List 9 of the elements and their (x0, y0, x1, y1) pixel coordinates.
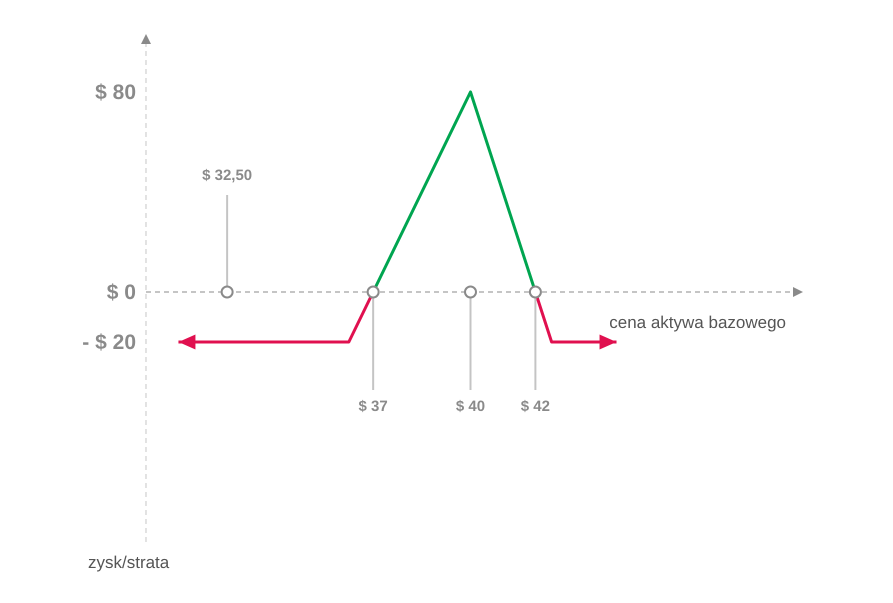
x-tick-label: $ 37 (358, 398, 388, 414)
x-axis-title: cena aktywa bazowego (609, 312, 786, 332)
y-tick-label: - $ 20 (82, 330, 136, 354)
y-tick-label: $ 0 (106, 280, 136, 304)
x-tick-label: $ 40 (456, 398, 486, 414)
y-tick-label: $ 80 (95, 80, 136, 104)
x-tick-label: $ 42 (520, 398, 550, 414)
annotation: $ 32,50 (202, 166, 252, 184)
y-axis-title: zysk/strata (88, 552, 170, 572)
